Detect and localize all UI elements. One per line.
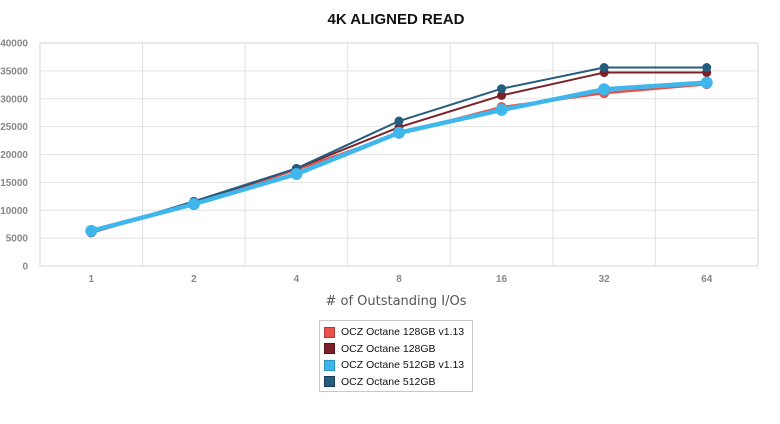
data-point [187,198,200,211]
data-point [85,224,98,237]
legend-label: OCZ Octane 512GB [341,375,436,388]
series-1 [86,68,712,238]
legend: OCZ Octane 128GB v1.13 OCZ Octane 128GB … [319,320,473,392]
x-tick-label: 1 [89,274,95,285]
series-2 [85,76,713,237]
legend-label: OCZ Octane 128GB v1.13 [341,326,465,339]
x-tick-label: 32 [599,274,611,285]
y-tick-label: 5000 [6,234,29,245]
data-point [393,126,405,139]
y-tick-label: 10000 [0,206,28,217]
data-point [497,90,507,100]
y-tick-label: 25000 [0,122,28,133]
y-tick-label: 20000 [0,150,28,161]
data-point [497,84,507,94]
legend-label: OCZ Octane 512GB v1.13 [341,359,465,372]
y-tick-label: 30000 [0,94,28,105]
x-tick-label: 2 [191,274,197,285]
legend-swatch [324,326,335,338]
legend-item[interactable]: OCZ Octane 512GB [324,374,472,391]
y-tick-label: 35000 [0,66,28,77]
data-point [394,116,404,126]
legend-item[interactable]: OCZ Octane 128GB v1.13 [324,324,472,341]
plot-frame [39,42,759,267]
y-tick-label: 0 [22,262,28,273]
series-group [85,63,713,238]
grid [39,42,759,267]
series-line [89,80,709,234]
data-point [495,103,508,116]
legend-label: OCZ Octane 128GB [341,342,436,355]
series-0 [86,79,712,238]
chart-title: 4K ALIGNED READ [328,11,465,28]
data-point [599,63,609,73]
legend-swatch [324,376,335,388]
data-point [702,63,712,73]
legend-item[interactable]: OCZ Octane 128GB [324,341,472,358]
x-tick-label: 64 [701,274,713,285]
legend-item[interactable]: OCZ Octane 512GB v1.13 [324,357,472,374]
x-axis-label: # of Outstanding I/Os [325,294,466,309]
y-tick-label: 40000 [0,39,28,50]
x-axis: 1 2 4 8 16 32 64 [89,274,713,285]
legend-swatch [324,359,335,371]
y-axis: 0 5000 10000 15000 20000 25000 30000 35000 40000 [0,39,28,273]
x-tick-label: 16 [496,274,508,285]
data-point [700,76,713,89]
data-point [598,83,611,96]
x-tick-label: 4 [294,274,300,285]
data-point [290,168,303,181]
legend-swatch [324,343,335,355]
y-tick-label: 15000 [0,178,28,189]
x-tick-label: 8 [396,274,402,285]
